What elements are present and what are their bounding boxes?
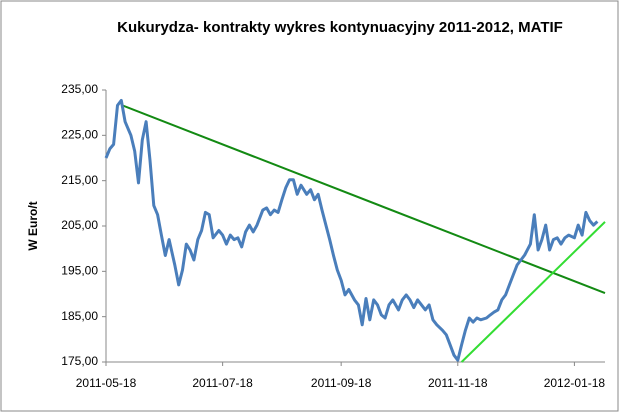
y-tick-label: 195,00: [61, 264, 98, 278]
x-tick-label: 2011-07-18: [192, 376, 253, 390]
x-tick-label: 2012-01-18: [544, 376, 606, 390]
y-tick-label: 205,00: [61, 218, 98, 232]
x-tick-label: 2011-05-18: [76, 376, 137, 390]
data-line: [104, 98, 599, 362]
y-tick-label: 215,00: [61, 173, 98, 187]
x-tick-label: 2011-11-18: [428, 376, 488, 390]
y-tick-label: 175,00: [61, 354, 98, 368]
chart-title: Kukurydza- kontrakty wykres kontynuacyjn…: [117, 19, 563, 36]
trend-line: [460, 221, 606, 363]
y-axis-label: W Euro/t: [26, 201, 40, 250]
y-tick-label: 235,00: [61, 82, 98, 96]
trend-line: [120, 104, 606, 295]
y-tick-label: 225,00: [61, 128, 98, 142]
x-tick-label: 2011-09-18: [311, 376, 372, 390]
y-tick-label: 185,00: [61, 309, 98, 323]
